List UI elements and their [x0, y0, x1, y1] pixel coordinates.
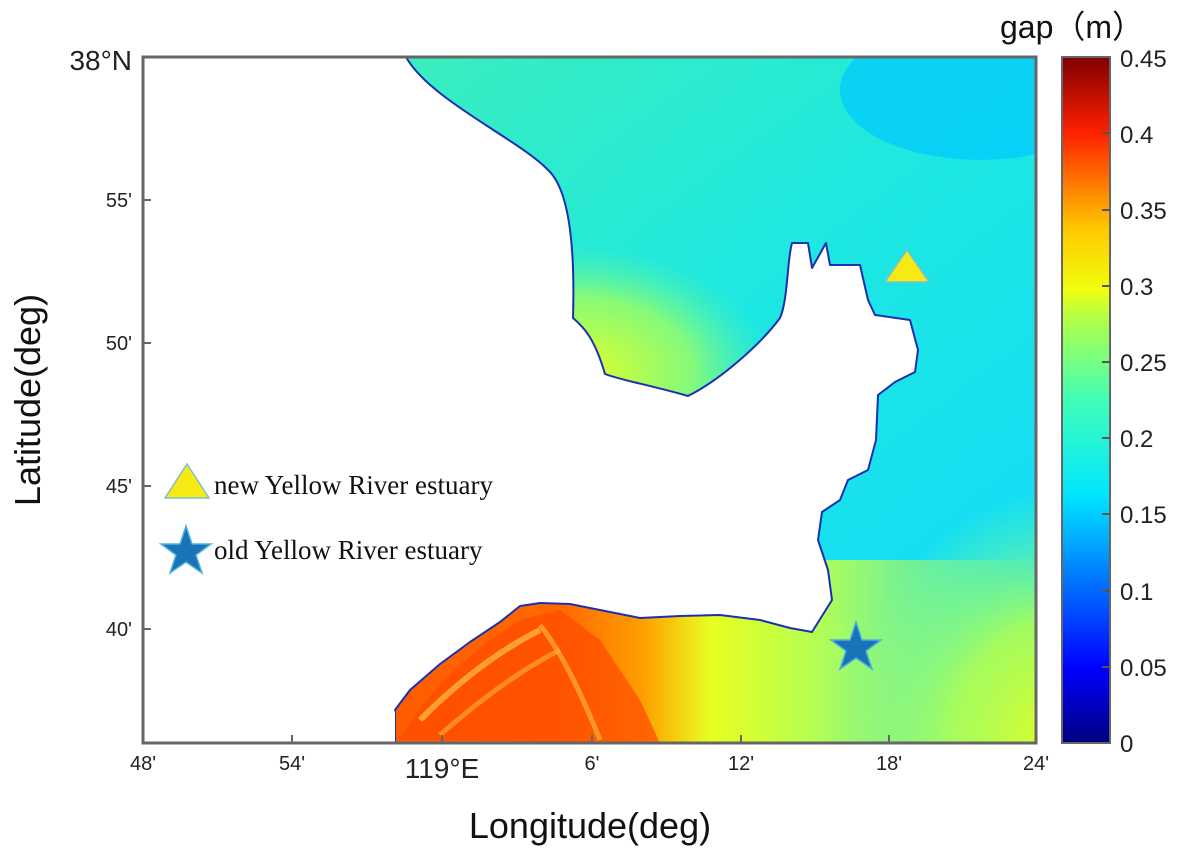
colorbar-tick-label: 0.35 — [1120, 198, 1167, 225]
new-estuary-marker-triangle — [883, 248, 931, 283]
y-tick-label: 50' — [106, 333, 132, 355]
colorbar-tick-label: 0.1 — [1120, 579, 1153, 606]
legend-triangle-icon — [163, 462, 211, 499]
legend-new-estuary-label: new Yellow River estuary — [214, 470, 493, 500]
colorbar-tick-marks — [1102, 132, 1110, 668]
x-tick-marks — [291, 735, 890, 743]
colorbar-tick-label: 0.2 — [1120, 426, 1153, 453]
colorbar-title: gap（m） — [1000, 9, 1144, 45]
colorbar-tick-label: 0.05 — [1120, 655, 1167, 682]
colorbar-tick-label: 0.25 — [1120, 350, 1167, 377]
x-tick-label: 12' — [728, 753, 754, 775]
legend-old-estuary-label: old Yellow River estuary — [214, 535, 483, 565]
colorbar-tick-label: 0.15 — [1120, 502, 1167, 529]
y-tick-label: 45' — [106, 476, 132, 498]
x-tick-label: 54' — [279, 753, 305, 775]
colorbar: 0.45 0.4 0.35 0.3 0.25 0.2 0.15 0.1 0.05… — [1000, 9, 1167, 758]
y-axis-title: Latitude(deg) — [7, 294, 48, 506]
y-tick-label: 38°N — [69, 45, 132, 76]
y-tick-marks — [143, 199, 151, 630]
y-tick-label: 55' — [106, 190, 132, 212]
x-tick-label: 48' — [130, 753, 156, 775]
colorbar-tick-label: 0.4 — [1120, 122, 1153, 149]
x-axis-title: Longitude(deg) — [469, 805, 711, 846]
legend-star-icon — [158, 523, 214, 575]
x-tick-label: 18' — [876, 753, 902, 775]
x-tick-label: 119°E — [405, 753, 480, 784]
land-area — [143, 57, 919, 743]
x-tick-label: 6' — [585, 753, 600, 775]
old-estuary-marker-star — [828, 619, 884, 671]
colorbar-gradient — [1061, 56, 1111, 744]
colorbar-tick-label: 0.3 — [1120, 274, 1153, 301]
x-tick-label: 24' — [1023, 753, 1049, 775]
colorbar-tick-label: 0 — [1120, 731, 1133, 758]
map-frame — [141, 55, 1038, 745]
y-tick-label: 40' — [106, 619, 132, 641]
colorbar-tick-label: 0.45 — [1120, 46, 1167, 73]
map-legend: new Yellow River estuary old Yellow Rive… — [158, 462, 493, 575]
